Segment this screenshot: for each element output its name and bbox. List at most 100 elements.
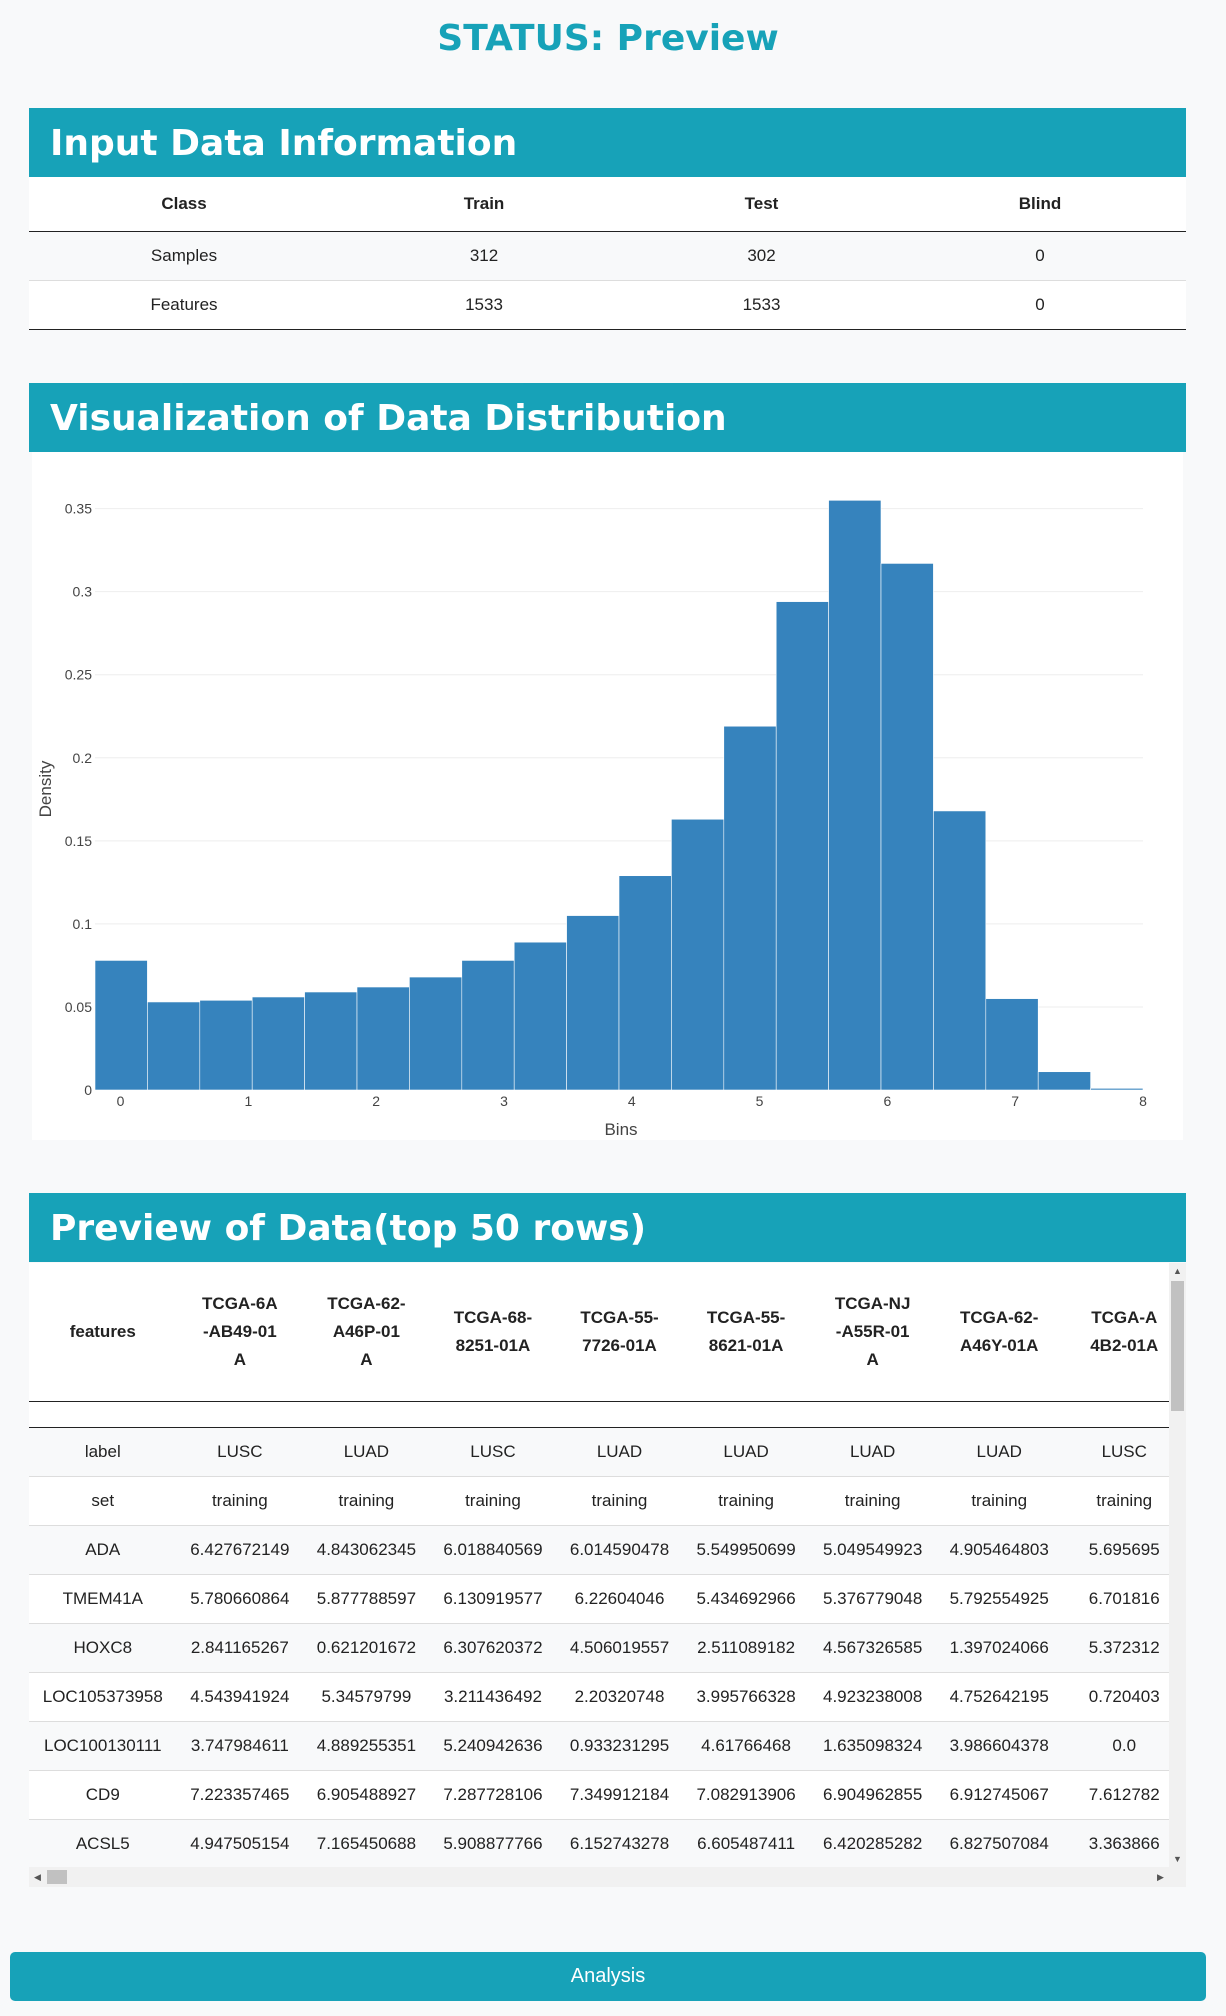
- value-cell: 4.543941924: [176, 1672, 304, 1722]
- histogram-bar[interactable]: [775, 601, 829, 1091]
- feature-name-cell: ADA: [29, 1525, 177, 1575]
- info-cell: 302: [629, 231, 894, 281]
- x-tick-label: 6: [883, 1093, 891, 1109]
- y-tick-label: 0.35: [65, 501, 92, 517]
- table-row: HOXC8 2.841165267 0.621201672 6.307620372 4.…: [29, 1623, 1186, 1673]
- histogram-bar[interactable]: [94, 960, 148, 1091]
- histogram-bar[interactable]: [409, 976, 463, 1091]
- feature-name-cell: LOC100130111: [29, 1721, 177, 1771]
- value-cell: 4.947505154: [176, 1819, 304, 1869]
- histogram-bar[interactable]: [304, 991, 358, 1091]
- histogram-bar[interactable]: [618, 875, 672, 1091]
- histogram-bar[interactable]: [828, 500, 882, 1091]
- value-cell: 5.695695: [1062, 1525, 1186, 1575]
- value-cell: 6.904962855: [809, 1770, 936, 1820]
- value-cell: 4.889255351: [303, 1721, 430, 1771]
- value-cell: LUAD: [935, 1427, 1063, 1477]
- analysis-button[interactable]: Analysis: [10, 1952, 1206, 2001]
- preview-col-header: TCGA-NJ-A55R-01A: [809, 1263, 936, 1402]
- y-tick-label: 0.25: [65, 667, 92, 683]
- value-cell: 2.511089182: [682, 1623, 810, 1673]
- preview-col-header: TCGA-68-8251-01A: [429, 1263, 557, 1402]
- value-cell: 4.567326585: [809, 1623, 936, 1673]
- value-cell: LUAD: [809, 1427, 936, 1477]
- histogram-bar[interactable]: [566, 915, 620, 1091]
- preview-spacer-cell: [682, 1401, 810, 1428]
- x-tick-label: 3: [500, 1093, 508, 1109]
- preview-col-header: TCGA-6A-AB49-01A: [176, 1263, 304, 1402]
- value-cell: 6.427672149: [176, 1525, 304, 1575]
- x-axis-title: Bins: [604, 1120, 637, 1139]
- feature-name-cell: set: [29, 1476, 177, 1526]
- info-col-test: Test: [629, 177, 894, 232]
- value-cell: 1.397024066: [935, 1623, 1063, 1673]
- feature-name-cell: HOXC8: [29, 1623, 177, 1673]
- value-cell: LUSC: [1062, 1427, 1186, 1477]
- value-cell: 5.240942636: [429, 1721, 557, 1771]
- preview-col-header: TCGA-62-A46P-01A: [303, 1263, 430, 1402]
- visualization-header: Visualization of Data Distribution: [29, 383, 1186, 452]
- histogram-svg: 0 0.05 0.1 0.15 0.2 0.25 0.3 0.35 0 1 2 3 4 5 6 7 8 Bins…: [36, 500, 1147, 1139]
- info-col-blind: Blind: [894, 177, 1186, 232]
- scroll-down-arrow-icon[interactable]: ▼: [1173, 1854, 1182, 1864]
- histogram-bar[interactable]: [723, 725, 777, 1091]
- preview-table-container[interactable]: features TCGA-6A-AB49-01A TCGA-62-A46P-01A…: [29, 1263, 1186, 1887]
- bar-layer: [94, 500, 1144, 1091]
- vertical-scrollbar[interactable]: ▲ ▼: [1169, 1263, 1186, 1867]
- histogram-chart[interactable]: 0 0.05 0.1 0.15 0.2 0.25 0.3 0.35 0 1 2 3 4 5 6 7 8 Bins…: [32, 452, 1183, 1140]
- value-cell: 7.165450688: [303, 1819, 430, 1869]
- histogram-bar[interactable]: [880, 563, 934, 1091]
- value-cell: 0.621201672: [303, 1623, 430, 1673]
- table-row: LOC105373958 4.543941924 5.34579799 3.21143…: [29, 1672, 1186, 1722]
- value-cell: LUSC: [429, 1427, 557, 1477]
- value-cell: 5.34579799: [303, 1672, 430, 1722]
- vertical-scroll-thumb[interactable]: [1171, 1281, 1184, 1411]
- scroll-right-arrow-icon[interactable]: ▶: [1157, 1872, 1164, 1882]
- horizontal-scrollbar[interactable]: ◀ ▶: [29, 1867, 1186, 1887]
- histogram-bar[interactable]: [199, 999, 253, 1091]
- table-row: LOC100130111 3.747984611 4.889255351 5.2409…: [29, 1721, 1186, 1771]
- value-cell: 6.701816: [1062, 1574, 1186, 1624]
- histogram-bar[interactable]: [356, 986, 410, 1091]
- value-cell: 7.223357465: [176, 1770, 304, 1820]
- value-cell: 7.612782: [1062, 1770, 1186, 1820]
- info-row-samples: Samples 312 302 0: [29, 231, 1186, 281]
- histogram-bar[interactable]: [147, 1001, 201, 1091]
- x-tick-label: 2: [372, 1093, 380, 1109]
- histogram-bar[interactable]: [251, 996, 305, 1091]
- value-cell: 4.752642195: [935, 1672, 1063, 1722]
- value-cell: 6.905488927: [303, 1770, 430, 1820]
- value-cell: training: [809, 1476, 936, 1526]
- info-cell: Features: [29, 280, 339, 330]
- value-cell: 5.376779048: [809, 1574, 936, 1624]
- x-tick-label: 8: [1139, 1093, 1147, 1109]
- preview-header-row: features TCGA-6A-AB49-01A TCGA-62-A46P-01A…: [29, 1263, 1186, 1402]
- horizontal-scroll-thumb[interactable]: [47, 1870, 67, 1884]
- histogram-bar[interactable]: [1090, 1088, 1144, 1091]
- y-tick-label: 0: [84, 1082, 92, 1098]
- histogram-bar[interactable]: [1037, 1071, 1091, 1091]
- value-cell: 7.287728106: [429, 1770, 557, 1820]
- histogram-bar[interactable]: [671, 818, 725, 1091]
- preview-col-header: TCGA-55-8621-01A: [682, 1263, 810, 1402]
- preview-spacer-cell: [556, 1401, 683, 1428]
- value-cell: 6.22604046: [556, 1574, 683, 1624]
- table-row: ACSL5 4.947505154 7.165450688 5.908877766 6.…: [29, 1819, 1186, 1869]
- value-cell: 6.827507084: [935, 1819, 1063, 1869]
- histogram-bar[interactable]: [461, 960, 515, 1091]
- preview-spacer-cell: [303, 1401, 430, 1428]
- value-cell: 6.014590478: [556, 1525, 683, 1575]
- histogram-bar[interactable]: [985, 998, 1039, 1091]
- scroll-left-arrow-icon[interactable]: ◀: [34, 1872, 41, 1882]
- preview-spacer-cell: [935, 1401, 1063, 1428]
- info-col-class: Class: [29, 177, 339, 232]
- status-title: STATUS: Preview: [437, 18, 779, 59]
- value-cell: 5.049549923: [809, 1525, 936, 1575]
- histogram-bar[interactable]: [513, 941, 567, 1091]
- value-cell: 5.792554925: [935, 1574, 1063, 1624]
- feature-name-cell: TMEM41A: [29, 1574, 177, 1624]
- value-cell: training: [556, 1476, 683, 1526]
- histogram-bar[interactable]: [933, 810, 987, 1091]
- value-cell: 2.20320748: [556, 1672, 683, 1722]
- scroll-up-arrow-icon[interactable]: ▲: [1173, 1266, 1182, 1276]
